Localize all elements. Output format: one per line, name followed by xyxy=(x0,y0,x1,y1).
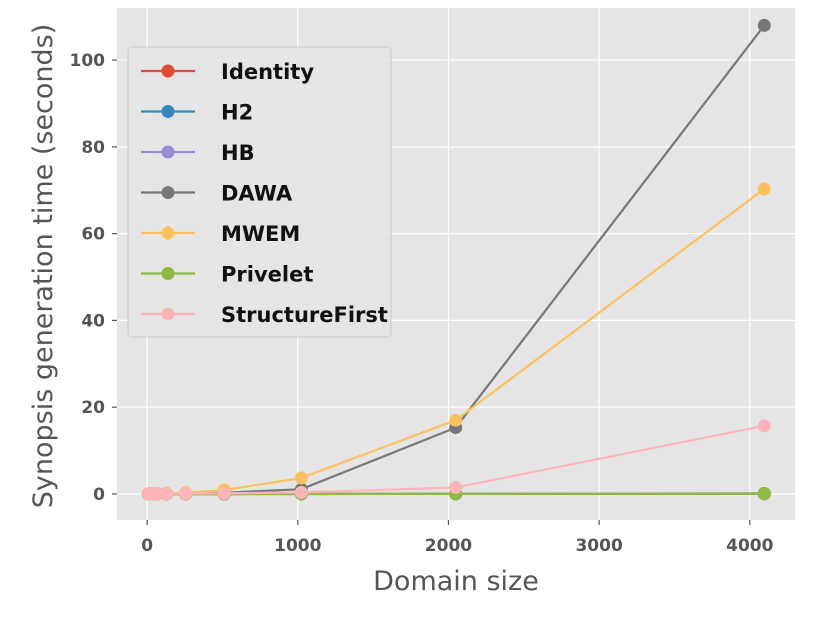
x-axis-title: Domain size xyxy=(373,566,539,597)
data-point-structurefirst xyxy=(150,487,164,501)
y-tick-label: 80 xyxy=(81,138,105,158)
legend-marker xyxy=(161,145,175,159)
data-point-structurefirst xyxy=(294,485,308,499)
data-point-mwem xyxy=(294,471,308,485)
legend-label: StructureFirst xyxy=(221,303,388,327)
legend: Identity H2 HB DAWA MWEM Privelet StructureFir… xyxy=(127,46,392,338)
x-tick-label: 2000 xyxy=(425,536,472,556)
series-structurefirst xyxy=(141,419,771,501)
legend-marker xyxy=(161,226,175,240)
legend-item: Privelet xyxy=(141,263,313,287)
data-point-structurefirst xyxy=(449,480,463,494)
legend-label: DAWA xyxy=(221,182,293,206)
y-tick-label: 60 xyxy=(81,225,105,245)
legend-item: H2 xyxy=(141,101,253,125)
x-axis-ticks: 0 1000 2000 3000 4000 xyxy=(141,520,774,556)
data-point-structurefirst xyxy=(217,486,231,500)
data-point-mwem xyxy=(449,413,463,427)
legend-marker xyxy=(161,64,175,78)
legend-label: H2 xyxy=(221,101,253,125)
legend-marker xyxy=(161,307,175,321)
x-tick-label: 0 xyxy=(141,536,153,556)
legend-marker xyxy=(161,186,175,199)
legend-item: StructureFirst xyxy=(141,303,388,327)
data-point-structurefirst xyxy=(159,487,173,501)
y-tick-label: 100 xyxy=(70,51,106,71)
legend-item: Identity xyxy=(141,60,314,84)
y-tick-label: 0 xyxy=(93,485,105,505)
data-point-mwem xyxy=(757,182,771,196)
legend-item: DAWA xyxy=(141,182,293,206)
data-point-privelet xyxy=(757,487,771,501)
y-axis-ticks: 0 20 40 60 80 100 xyxy=(70,51,117,505)
data-point-dawa xyxy=(757,18,771,32)
legend-label: Identity xyxy=(221,60,314,84)
legend-item: MWEM xyxy=(141,222,300,246)
legend-box xyxy=(127,46,392,338)
legend-label: MWEM xyxy=(221,222,300,246)
legend-item: HB xyxy=(141,141,255,165)
legend-marker xyxy=(161,105,175,118)
legend-label: Privelet xyxy=(221,263,313,287)
x-tick-label: 1000 xyxy=(274,536,321,556)
y-tick-label: 40 xyxy=(81,311,105,331)
legend-marker xyxy=(161,267,175,280)
x-tick-label: 4000 xyxy=(726,536,773,556)
data-point-structurefirst xyxy=(757,419,771,433)
data-point-structurefirst xyxy=(179,487,193,501)
series-group xyxy=(141,18,771,501)
x-tick-label: 3000 xyxy=(575,536,622,556)
legend-label: HB xyxy=(221,141,255,165)
y-axis-title: Synopsis generation time (seconds) xyxy=(28,24,59,509)
y-tick-label: 20 xyxy=(81,398,105,418)
